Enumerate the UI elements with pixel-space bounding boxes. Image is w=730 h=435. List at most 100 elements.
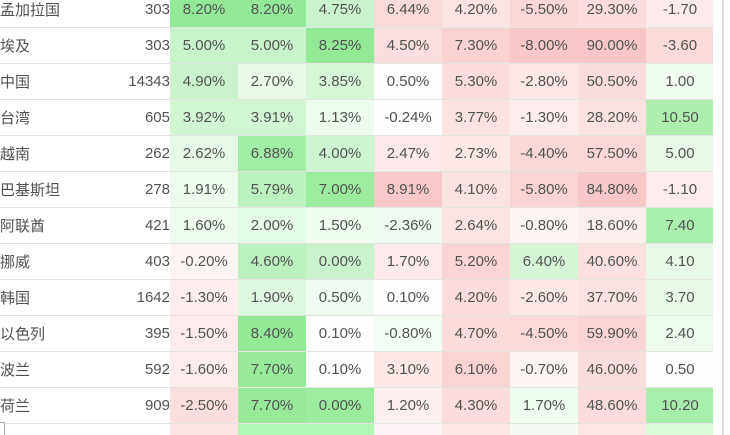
heatmap-cell: 3.85% [306, 63, 374, 100]
heatmap-cell: -4.40% [510, 135, 578, 172]
table-row[interactable]: 以色列 395 -1.50% 8.40% 0.10% -0.80% 4.70% -4.50% 5… [0, 315, 714, 352]
table-row[interactable]: 阿联酋 421 1.60% 2.00% 1.50% -2.36% 2.64% -0.80% 18… [0, 207, 714, 244]
heatmap-cell: 1.90% [238, 279, 306, 316]
heatmap-cell: 3.91% [238, 99, 306, 136]
heatmap-cell: 1.70% [510, 387, 578, 424]
heatmap-cell [306, 423, 374, 435]
heatmap-cell: 7.30% [442, 27, 510, 64]
heatmap-cell: -0.80% [374, 315, 442, 352]
table-row[interactable]: 台湾 605 3.92% 3.91% 1.13% -0.24% 3.77% -1.30% 28.… [0, 99, 714, 136]
heatmap-cell: 5.00% [170, 27, 238, 64]
table-row[interactable]: 挪威 403 -0.20% 4.60% 0.00% 1.70% 5.20% 6.40% 40.6… [0, 243, 714, 280]
table-row[interactable]: 韩国 1642 -1.30% 1.90% 0.50% 0.10% 4.20% -2.60% 37… [0, 279, 714, 316]
heatmap-cell: 59.90% [578, 315, 646, 352]
heatmap-cell: 1.20% [374, 387, 442, 424]
table-row[interactable]: 巴基斯坦 278 1.91% 5.79% 7.00% 8.91% 4.10% -5.80% 84… [0, 171, 714, 208]
scrollbar-track[interactable] [722, 0, 724, 435]
heatmap-cell: -5.50% [510, 0, 578, 28]
heatmap-cell: 40.60% [578, 243, 646, 280]
heatmap-cell: 5.30% [442, 63, 510, 100]
table-row[interactable]: 埃及 303 5.00% 5.00% 8.25% 4.50% 7.30% -8.00% 90.0… [0, 27, 714, 64]
heatmap-cell: 1.60% [170, 207, 238, 244]
heatmap-cell: 8.20% [170, 0, 238, 28]
heatmap-cell: 28.20% [578, 99, 646, 136]
heatmap-cell: 4.10% [442, 171, 510, 208]
table-row[interactable]: 中国 14343 4.90% 2.70% 3.85% 0.50% 5.30% -2.80% 50… [0, 63, 714, 100]
heatmap-cell: 6.10% [442, 351, 510, 388]
heatmap-cell: 6.88% [238, 135, 306, 172]
heatmap-cell: 5.79% [238, 171, 306, 208]
heatmap-cell: 0.10% [374, 279, 442, 316]
heatmap-cell: -1.30% [170, 279, 238, 316]
heatmap-cell: 37.70% [578, 279, 646, 316]
heatmap-cell [170, 423, 238, 435]
heatmap-cell: 0.10% [306, 351, 374, 388]
heatmap-cell: 4.70% [442, 315, 510, 352]
heatmap-cell: 2.62% [170, 135, 238, 172]
heatmap-cell: 7.00% [306, 171, 374, 208]
heatmap-cell [374, 423, 442, 435]
heatmap-cell: 2.47% [374, 135, 442, 172]
heatmap-cell: 4.60% [238, 243, 306, 280]
heatmap-cell: 7.70% [238, 387, 306, 424]
heatmap-cell: 0.00% [306, 243, 374, 280]
heatmap-cell: 1.13% [306, 99, 374, 136]
heatmap-cell: -4.50% [510, 315, 578, 352]
heatmap-cell: 4.10 [646, 243, 714, 280]
heatmap-cell: 7.40 [646, 207, 714, 244]
country-name: 中国 [0, 63, 96, 100]
heatmap-cell: 3.92% [170, 99, 238, 136]
heatmap-cell: -0.70% [510, 351, 578, 388]
count-value: 303 [96, 27, 170, 64]
heatmap-cell: 3.70 [646, 279, 714, 316]
country-name: 挪威 [0, 243, 96, 280]
heatmap-cell: 1.70% [374, 243, 442, 280]
heatmap-cell [646, 423, 714, 435]
country-name: 韩国 [0, 279, 96, 316]
heatmap-cell: 4.90% [170, 63, 238, 100]
heatmap-cell: 3.77% [442, 99, 510, 136]
heatmap-cell [0, 423, 96, 435]
table-body: 孟加拉国 303 8.20% 8.20% 4.75% 6.44% 4.20% -5.50% 29… [0, 0, 714, 435]
country-name: 台湾 [0, 99, 96, 136]
heatmap-cell: 2.70% [238, 63, 306, 100]
table-row[interactable]: 越南 262 2.62% 6.88% 4.00% 2.47% 2.73% -4.40% 57.5… [0, 135, 714, 172]
country-name: 巴基斯坦 [0, 171, 96, 208]
heatmap-cell: 5.20% [442, 243, 510, 280]
table-row[interactable]: 孟加拉国 303 8.20% 8.20% 4.75% 6.44% 4.20% -5.50% 29… [0, 0, 714, 28]
heatmap-cell: 29.30% [578, 0, 646, 28]
country-name: 孟加拉国 [0, 0, 96, 28]
heatmap-cell: 90.00% [578, 27, 646, 64]
heatmap-cell: 2.73% [442, 135, 510, 172]
heatmap-cell: -0.80% [510, 207, 578, 244]
heatmap-cell: -2.50% [170, 387, 238, 424]
heatmap-cell: 0.50 [646, 351, 714, 388]
count-value: 278 [96, 171, 170, 208]
heatmap-cell: 1.91% [170, 171, 238, 208]
count-value: 1642 [96, 279, 170, 316]
heatmap-cell: 10.50 [646, 99, 714, 136]
heatmap-cell: 6.44% [374, 0, 442, 28]
heatmap-cell: 4.00% [306, 135, 374, 172]
heatmap-cell: 4.20% [442, 279, 510, 316]
heatmap-cell: 48.60% [578, 387, 646, 424]
scrollbar-gutter [713, 0, 730, 435]
heatmap-table: 孟加拉国 303 8.20% 8.20% 4.75% 6.44% 4.20% -5.50% 29… [0, 0, 714, 435]
count-value: 395 [96, 315, 170, 352]
heatmap-cell: 4.30% [442, 387, 510, 424]
heatmap-cell: 4.75% [306, 0, 374, 28]
heatmap-cell: -0.24% [374, 99, 442, 136]
heatmap-cell: 8.20% [238, 0, 306, 28]
heatmap-cell: 5.00 [646, 135, 714, 172]
table-row-partial [0, 423, 714, 435]
heatmap-cell: 2.64% [442, 207, 510, 244]
heatmap-cell: -1.60% [170, 351, 238, 388]
heatmap-cell: -3.60 [646, 27, 714, 64]
heatmap-cell: 50.50% [578, 63, 646, 100]
heatmap-cell: 1.00 [646, 63, 714, 100]
heatmap-cell: 4.50% [374, 27, 442, 64]
table-row[interactable]: 荷兰 909 -2.50% 7.70% 0.00% 1.20% 4.30% 1.70% 48.6… [0, 387, 714, 424]
heatmap-cell: 8.91% [374, 171, 442, 208]
table-row[interactable]: 波兰 592 -1.60% 7.70% 0.10% 3.10% 6.10% -0.70% 46.… [0, 351, 714, 388]
heatmap-cell [578, 423, 646, 435]
